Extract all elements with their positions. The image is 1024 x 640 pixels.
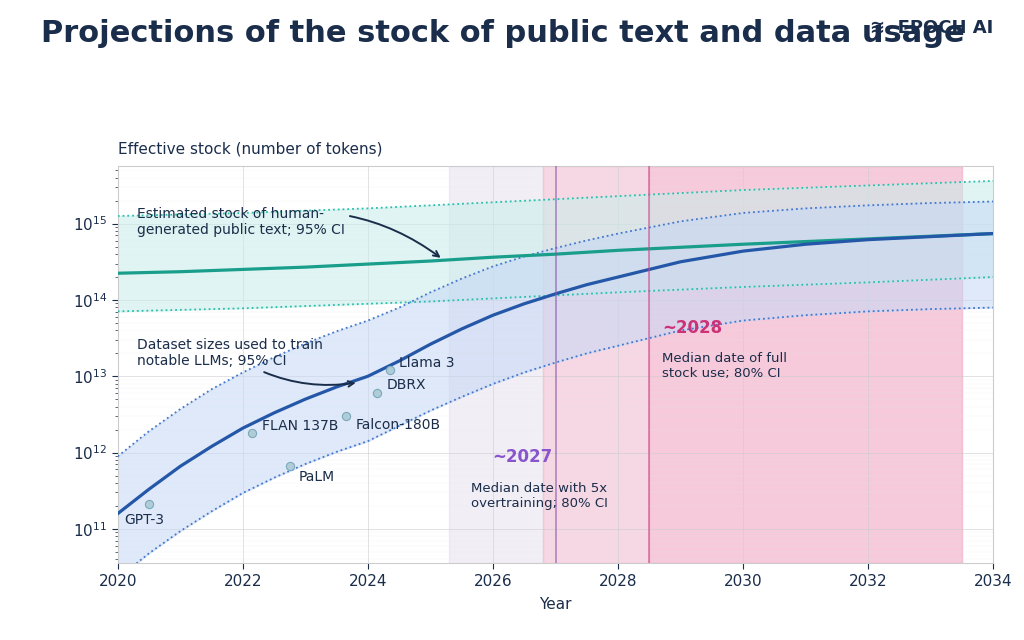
- Text: ~2028: ~2028: [662, 319, 722, 337]
- Text: Median date of full
stock use; 80% CI: Median date of full stock use; 80% CI: [662, 352, 786, 380]
- Point: [382, 365, 398, 375]
- Bar: [649, 166, 962, 563]
- Text: Median date with 5x
overtraining; 80% CI: Median date with 5x overtraining; 80% CI: [471, 481, 608, 509]
- Point: [338, 411, 354, 421]
- Text: GPT-3: GPT-3: [124, 513, 164, 527]
- Point: [282, 461, 298, 472]
- Text: Effective stock (number of tokens): Effective stock (number of tokens): [118, 142, 382, 157]
- Point: [369, 388, 385, 398]
- Point: [244, 428, 260, 438]
- Text: Dataset sizes used to train
notable LLMs; 95% CI: Dataset sizes used to train notable LLMs…: [136, 338, 353, 387]
- Text: Llama 3: Llama 3: [399, 355, 455, 369]
- Text: DBRX: DBRX: [387, 378, 426, 392]
- Text: Falcon-180B: Falcon-180B: [355, 418, 440, 432]
- Bar: [450, 166, 543, 563]
- Text: FLAN 137B: FLAN 137B: [261, 419, 338, 433]
- Text: Projections of the stock of public text and data usage: Projections of the stock of public text …: [41, 19, 965, 48]
- Bar: [543, 166, 649, 563]
- X-axis label: Year: Year: [540, 597, 571, 612]
- Point: [141, 499, 158, 509]
- Text: ≋  EPOCH AI: ≋ EPOCH AI: [870, 19, 993, 37]
- Text: PaLM: PaLM: [299, 470, 335, 484]
- Text: Estimated stock of human-
generated public text; 95% CI: Estimated stock of human- generated publ…: [136, 207, 439, 257]
- Text: ~2027: ~2027: [493, 448, 552, 467]
